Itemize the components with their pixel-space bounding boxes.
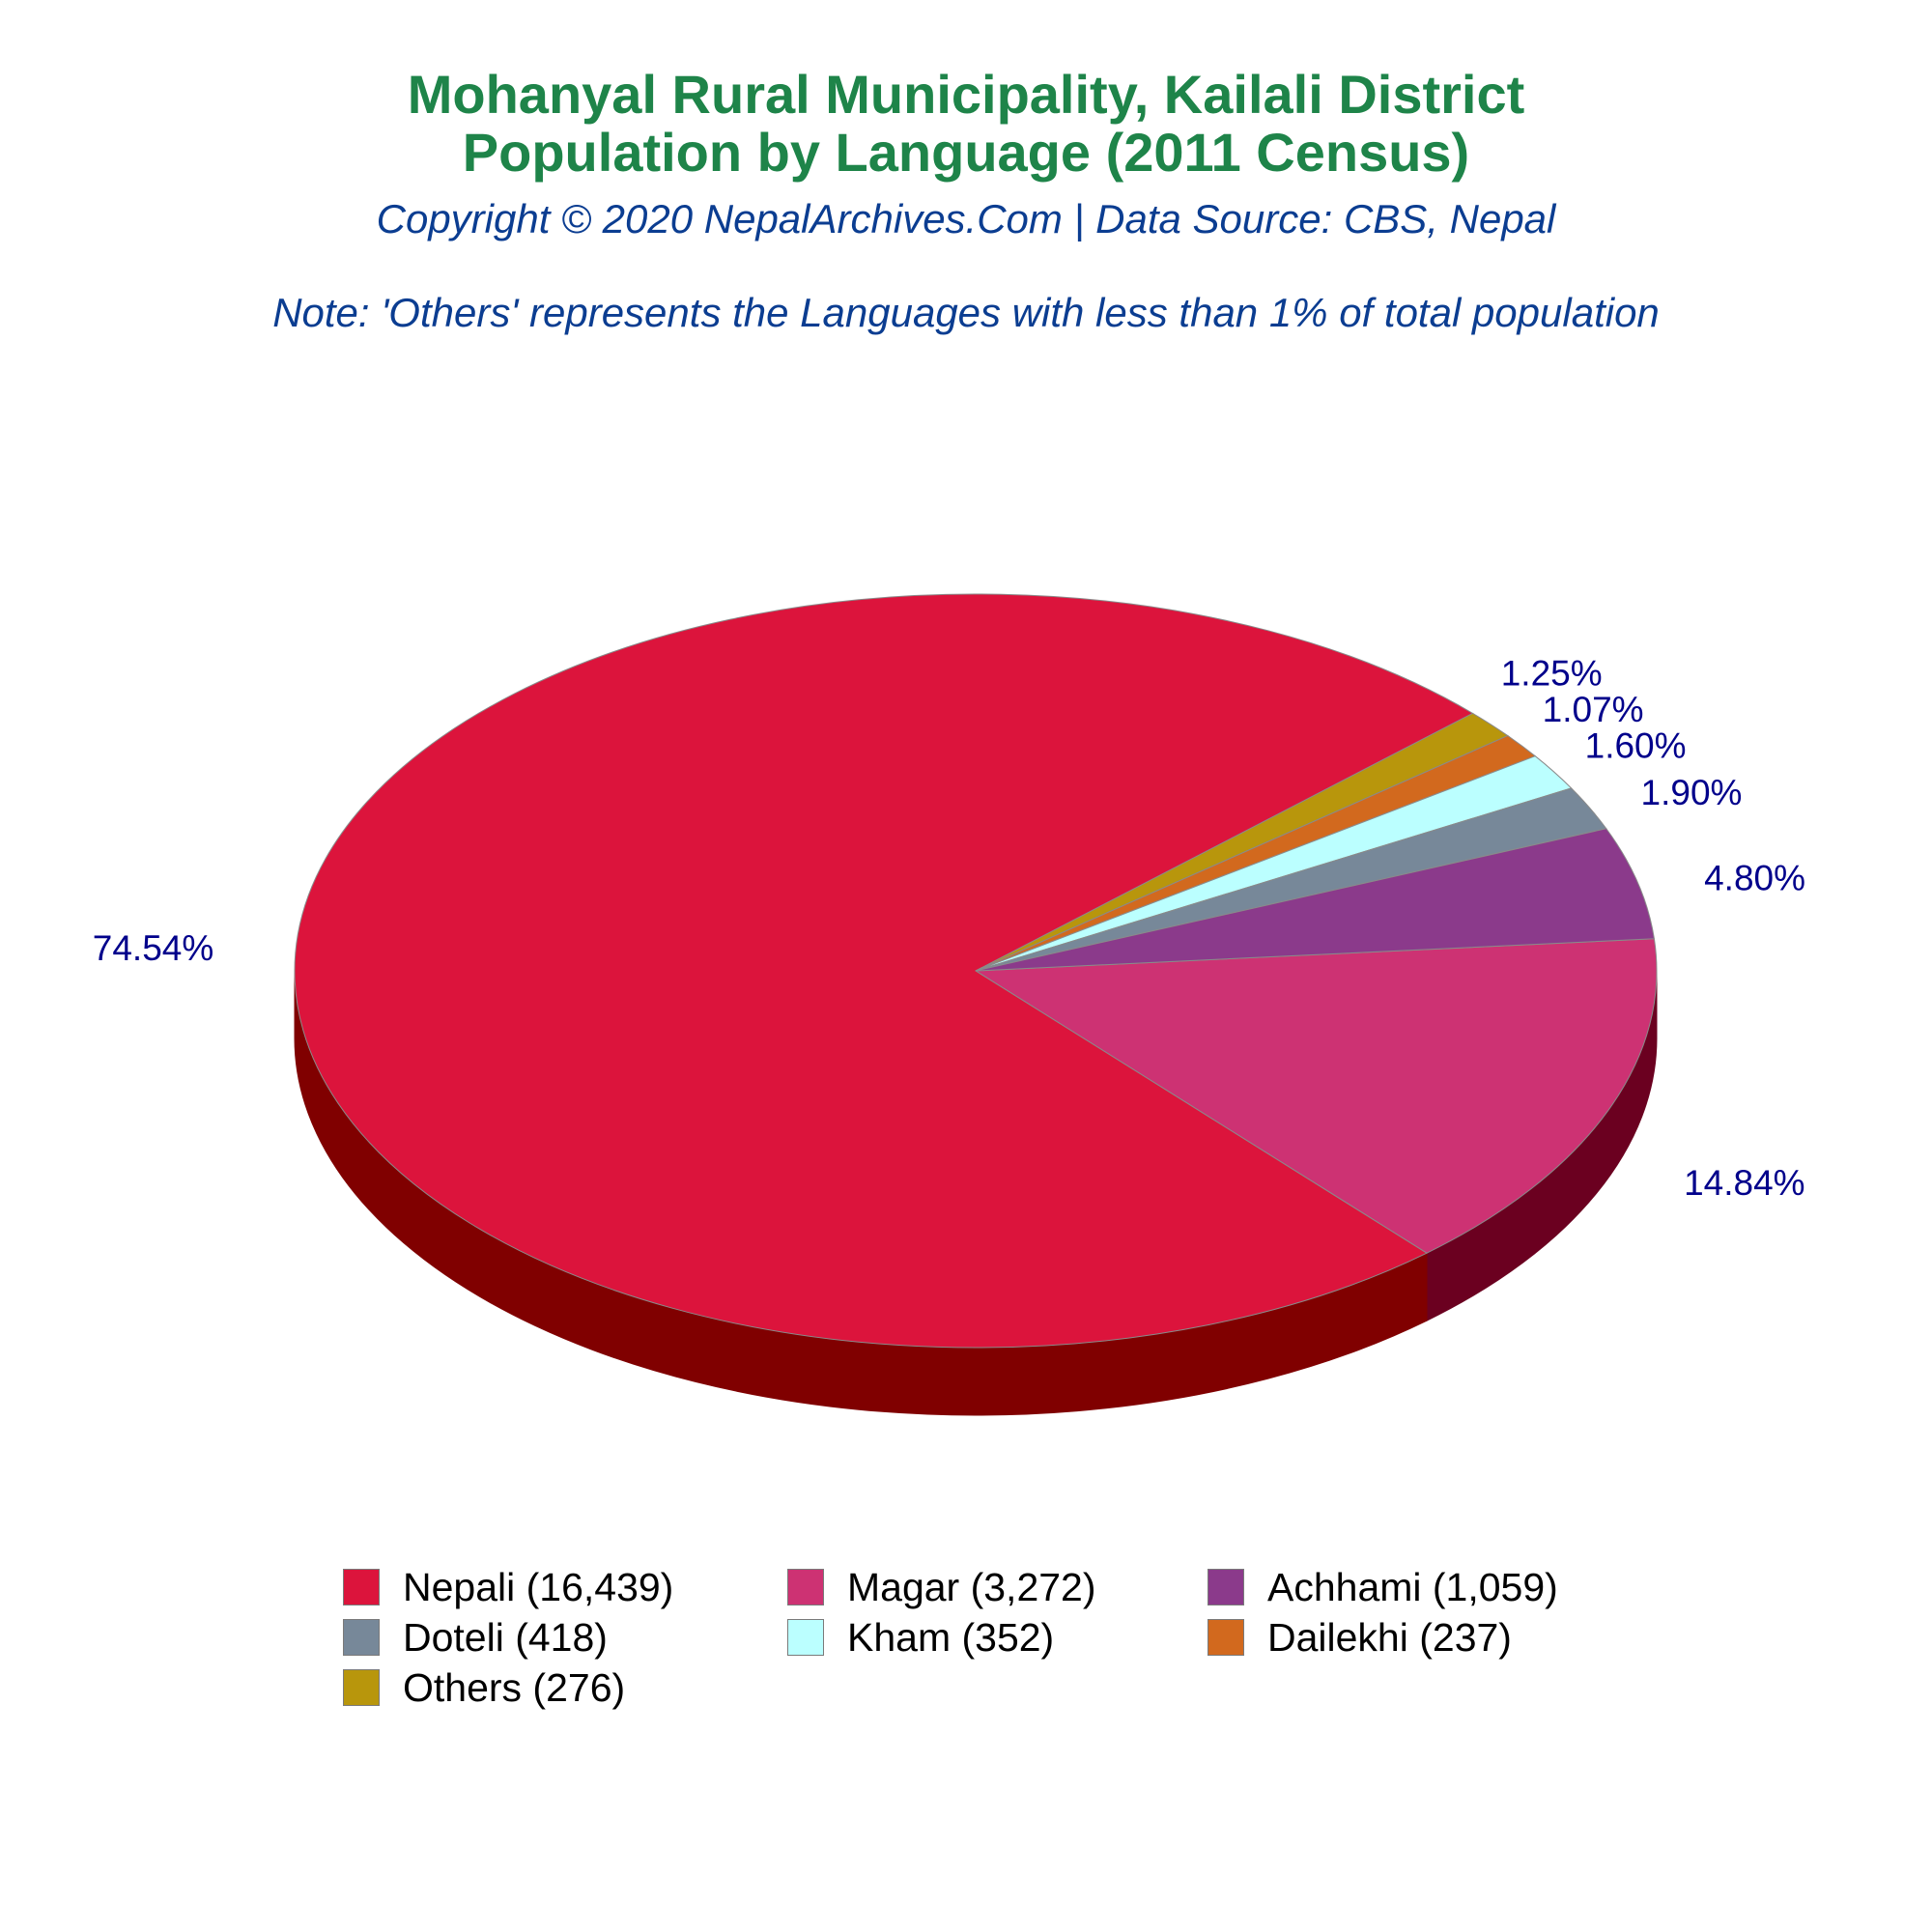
pie-label-kham: 1.60% bbox=[1585, 726, 1687, 766]
pie-label-nepali: 74.54% bbox=[93, 928, 214, 968]
legend-label: Kham (352) bbox=[847, 1614, 1055, 1660]
legend-swatch bbox=[787, 1569, 824, 1605]
legend-item-kham: Kham (352) bbox=[787, 1613, 1054, 1662]
legend-item-doteli: Doteli (418) bbox=[343, 1613, 608, 1662]
legend-item-magar: Magar (3,272) bbox=[787, 1563, 1096, 1611]
legend-swatch bbox=[343, 1569, 380, 1605]
pie-label-doteli: 1.90% bbox=[1641, 773, 1743, 812]
pie-slice-magar bbox=[974, 938, 1658, 1254]
legend-label: Doteli (418) bbox=[403, 1614, 608, 1660]
copyright-subtitle: Copyright © 2020 NepalArchives.Com | Dat… bbox=[376, 196, 1556, 242]
legend-swatch bbox=[787, 1619, 824, 1656]
pie-label-achhami: 4.80% bbox=[1704, 859, 1805, 898]
pie-label-magar: 14.84% bbox=[1684, 1163, 1805, 1203]
legend-label: Others (276) bbox=[403, 1664, 626, 1710]
pie-label-dailekhi: 1.07% bbox=[1543, 690, 1644, 729]
legend-label: Achhami (1,059) bbox=[1267, 1564, 1558, 1609]
legend-label: Magar (3,272) bbox=[847, 1564, 1096, 1609]
legend-swatch bbox=[343, 1619, 380, 1656]
pie-label-others: 1.25% bbox=[1501, 653, 1603, 693]
pie-slice-nepali bbox=[294, 593, 1474, 1349]
legend-item-achhami: Achhami (1,059) bbox=[1208, 1563, 1558, 1611]
legend-item-dailekhi: Dailekhi (237) bbox=[1208, 1613, 1512, 1662]
note-subtitle: Note: 'Others' represents the Languages … bbox=[272, 290, 1660, 335]
legend-item-others: Others (276) bbox=[343, 1663, 625, 1712]
legend-swatch bbox=[1208, 1619, 1244, 1656]
legend-item-nepali: Nepali (16,439) bbox=[343, 1563, 673, 1611]
legend-swatch bbox=[1208, 1569, 1244, 1605]
chart-title-line-1: Mohanyal Rural Municipality, Kailali Dis… bbox=[407, 64, 1525, 125]
legend-label: Dailekhi (237) bbox=[1267, 1614, 1512, 1660]
pie-slice-achhami bbox=[975, 828, 1656, 972]
legend-label: Nepali (16,439) bbox=[403, 1564, 674, 1609]
chart-title-line-2: Population by Language (2011 Census) bbox=[462, 122, 1470, 183]
legend-swatch bbox=[343, 1669, 380, 1706]
